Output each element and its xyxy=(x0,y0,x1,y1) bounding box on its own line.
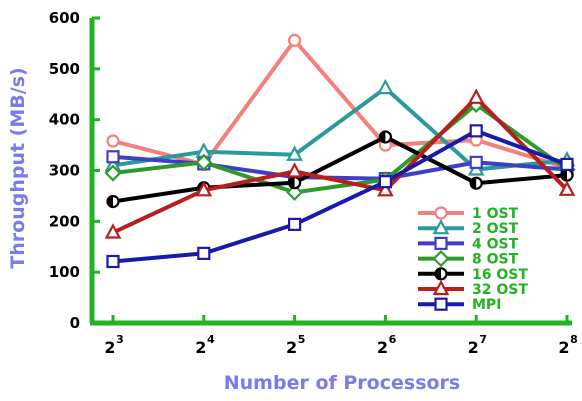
data-point xyxy=(104,164,122,182)
legend-label: 8 OST xyxy=(472,252,519,268)
data-point xyxy=(378,130,392,144)
data-point xyxy=(467,88,485,104)
x-tick-exponent: 7 xyxy=(479,333,487,346)
legend-label: MPI xyxy=(472,297,501,313)
series-1-ost xyxy=(106,33,574,175)
x-tick-exponent: 4 xyxy=(207,333,215,346)
legend-marker xyxy=(434,206,448,220)
legend-label: 1 OST xyxy=(472,206,519,222)
legend-label: 4 OST xyxy=(472,236,519,252)
series-mpi xyxy=(106,124,574,269)
series-line xyxy=(112,38,568,170)
legend-item: 32 OST xyxy=(418,279,528,298)
legend-marker xyxy=(432,218,450,235)
y-tick-label: 100 xyxy=(49,263,80,281)
data-point xyxy=(469,155,483,169)
x-tick-exponent: 8 xyxy=(570,333,578,346)
legend-marker xyxy=(434,236,448,250)
data-point xyxy=(288,176,302,190)
series-line xyxy=(112,86,568,172)
data-point xyxy=(558,180,576,196)
x-tick-label: 2 xyxy=(377,338,388,357)
legend-label: 16 OST xyxy=(472,267,528,283)
data-point xyxy=(560,168,574,182)
data-point xyxy=(195,153,213,171)
data-point xyxy=(195,181,213,197)
series-line xyxy=(112,95,569,235)
data-point xyxy=(286,162,303,178)
x-tick-label: 2 xyxy=(468,338,479,357)
data-point xyxy=(377,78,394,95)
legend-label: 32 OST xyxy=(472,282,528,298)
data-point xyxy=(286,145,303,161)
data-point xyxy=(560,157,574,171)
data-point xyxy=(286,183,304,201)
legend-item: 16 OST xyxy=(418,267,528,283)
data-point xyxy=(288,217,302,231)
y-tick-label: 200 xyxy=(49,212,80,230)
y-tick-label: 600 xyxy=(49,9,80,27)
x-tick-label: 2 xyxy=(286,338,297,357)
x-tick-label: 2 xyxy=(558,338,569,357)
data-point xyxy=(377,181,394,197)
y-tick-label: 500 xyxy=(49,60,80,78)
data-point xyxy=(106,254,120,269)
y-tick-label: 400 xyxy=(49,111,80,129)
x-tick-label: 2 xyxy=(195,338,206,357)
series-line xyxy=(112,128,568,264)
data-point xyxy=(106,194,120,209)
legend-marker xyxy=(434,267,448,281)
legend-marker xyxy=(434,297,448,311)
x-tick-exponent: 3 xyxy=(116,333,124,346)
data-point xyxy=(288,33,302,47)
x-tick-label: 2 xyxy=(104,338,115,357)
legend-item: 8 OST xyxy=(418,250,519,268)
data-point xyxy=(106,134,120,148)
data-point xyxy=(104,223,122,239)
series-line xyxy=(112,134,568,204)
data-point xyxy=(469,124,483,138)
x-tick-exponent: 5 xyxy=(298,333,306,346)
legend-item: MPI xyxy=(418,297,501,313)
legend-item: 2 OST xyxy=(418,218,519,237)
data-point xyxy=(106,150,120,164)
data-point xyxy=(378,175,392,189)
series-32-ost xyxy=(104,88,576,239)
legend-marker xyxy=(432,279,450,296)
y-tick-label: 300 xyxy=(49,162,80,180)
legend-marker xyxy=(432,250,450,268)
x-axis-label: Number of Processors xyxy=(224,372,460,394)
legend-item: 1 OST xyxy=(418,206,519,222)
data-point xyxy=(197,246,211,260)
y-axis-label: Throughput (MB/s) xyxy=(7,67,29,268)
legend-item: 4 OST xyxy=(418,236,519,252)
data-point xyxy=(469,176,483,190)
y-tick-label: 0 xyxy=(70,314,80,332)
x-tick-exponent: 6 xyxy=(389,333,397,346)
legend-label: 2 OST xyxy=(472,221,519,237)
